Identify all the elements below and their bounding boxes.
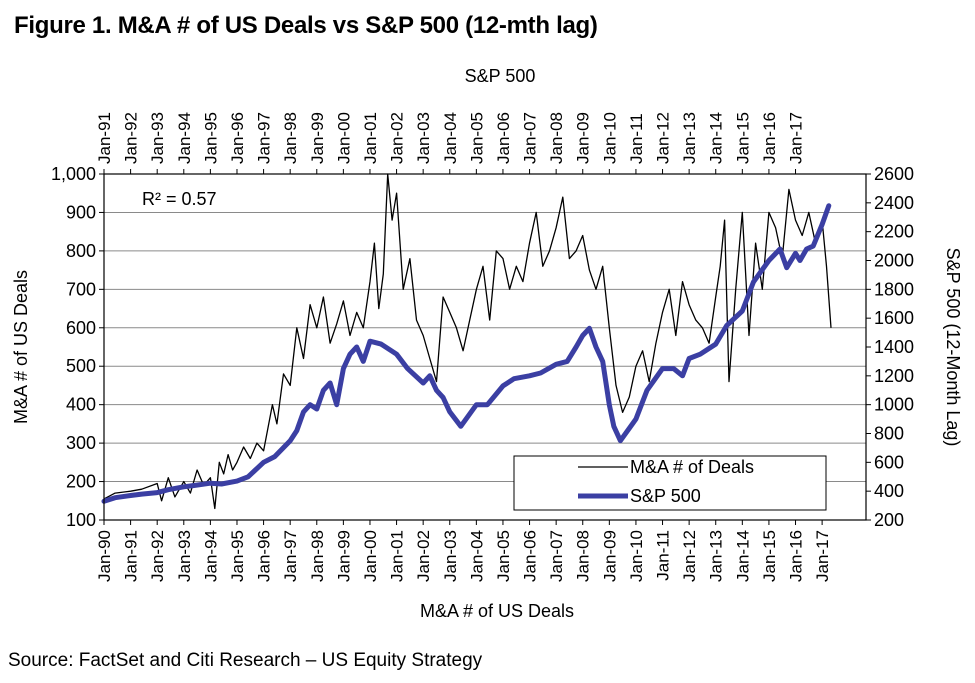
top-tick-label: Jan-15 [733, 112, 752, 164]
top-tick-label: Jan-97 [255, 112, 274, 164]
bottom-tick-label: Jan-90 [95, 530, 114, 582]
top-tick-label: Jan-16 [760, 112, 779, 164]
right-tick-label: 800 [874, 424, 904, 444]
top-tick-label: Jan-98 [281, 112, 300, 164]
right-tick-label: 1600 [874, 308, 914, 328]
right-axis-title: S&P 500 (12-Month Lag) [943, 248, 963, 447]
top-tick-label: Jan-13 [680, 112, 699, 164]
bottom-tick-label: Jan-15 [760, 530, 779, 582]
left-tick-label: 800 [66, 241, 96, 261]
bottom-tick-label: Jan-14 [733, 530, 752, 582]
bottom-tick-label: Jan-99 [334, 530, 353, 582]
top-tick-label: Jan-08 [547, 112, 566, 164]
left-tick-label: 300 [66, 433, 96, 453]
top-tick-label: Jan-05 [467, 112, 486, 164]
series-line-sp500 [101, 203, 832, 504]
legend: M&A # of Deals S&P 500 [513, 455, 827, 511]
right-tick-label: 2600 [874, 164, 914, 184]
top-tick-label: Jan-94 [175, 112, 194, 164]
bottom-tick-label: Jan-10 [627, 530, 646, 582]
top-tick-label: Jan-10 [600, 112, 619, 164]
right-tick-label: 2400 [874, 193, 914, 213]
bottom-tick-label: Jan-94 [201, 530, 220, 582]
right-tick-label: 1800 [874, 279, 914, 299]
right-tick-label: 400 [874, 481, 904, 501]
top-tick-label: Jan-03 [414, 112, 433, 164]
bottom-tick-label: Jan-12 [680, 530, 699, 582]
bottom-tick-label: Jan-93 [175, 530, 194, 582]
right-tick-label: 2000 [874, 251, 914, 271]
left-tick-label: 400 [66, 395, 96, 415]
bottom-tick-label: Jan-97 [281, 530, 300, 582]
left-tick-label: 700 [66, 279, 96, 299]
top-tick-label: Jan-14 [707, 112, 726, 164]
bottom-tick-label: Jan-00 [361, 530, 380, 582]
bottom-tick-label: Jan-08 [574, 530, 593, 582]
top-tick-label: Jan-91 [95, 112, 114, 164]
top-tick-label: Jan-02 [388, 112, 407, 164]
left-tick-label: 900 [66, 202, 96, 222]
top-tick-label: Jan-00 [334, 112, 353, 164]
top-tick-label: Jan-95 [201, 112, 220, 164]
top-tick-label: Jan-09 [574, 112, 593, 164]
left-tick-label: 100 [66, 510, 96, 530]
bottom-tick-label: Jan-09 [600, 530, 619, 582]
left-tick-label: 600 [66, 318, 96, 338]
bottom-tick-label: Jan-11 [654, 530, 673, 581]
bottom-tick-label: Jan-96 [255, 530, 274, 582]
top-tick-label: Jan-96 [228, 112, 247, 164]
right-tick-label: 1400 [874, 337, 914, 357]
chart: 100 200 300 400 500 600 700 800 900 1,000 200 400 6… [11, 66, 963, 621]
bottom-tick-label: Jan-04 [467, 530, 486, 582]
right-tick-label: 1000 [874, 395, 914, 415]
series-line-deals [103, 173, 832, 510]
bottom-axis: Jan-90 Jan-91 Jan-92 Jan-93 Jan-94 Jan-95 Jan-… [95, 520, 832, 582]
bottom-tick-label: Jan-03 [441, 530, 460, 582]
bottom-tick-label: Jan-92 [148, 530, 167, 582]
top-axis-title: S&P 500 [465, 66, 536, 86]
bottom-tick-label: Jan-06 [521, 530, 540, 582]
top-tick-label: Jan-12 [654, 112, 673, 164]
top-tick-label: Jan-17 [787, 112, 806, 164]
right-tick-label: 200 [874, 510, 904, 530]
top-tick-label: Jan-07 [521, 112, 540, 164]
legend-label-sp500: S&P 500 [630, 486, 701, 506]
gridlines [104, 211, 866, 483]
right-tick-label: 2200 [874, 222, 914, 242]
bottom-tick-label: Jan-17 [813, 530, 832, 582]
top-tick-label: Jan-93 [148, 112, 167, 164]
series-layer [101, 173, 832, 510]
top-tick-label: Jan-92 [122, 112, 141, 164]
right-tick-label: 1200 [874, 366, 914, 386]
bottom-tick-label: Jan-91 [122, 530, 141, 582]
bottom-tick-label: Jan-13 [707, 530, 726, 582]
right-tick-label: 600 [874, 452, 904, 472]
left-tick-label: 500 [66, 356, 96, 376]
legend-label-deals: M&A # of Deals [630, 457, 754, 477]
left-tick-label: 200 [66, 472, 96, 492]
bottom-tick-label: Jan-07 [547, 530, 566, 582]
legend-box [513, 455, 827, 511]
bottom-axis-title: M&A # of US Deals [420, 601, 574, 621]
bottom-tick-label: Jan-02 [414, 530, 433, 582]
bottom-tick-label: Jan-95 [228, 530, 247, 582]
top-tick-label: Jan-01 [361, 112, 380, 164]
bottom-tick-label: Jan-01 [388, 530, 407, 582]
figure-title: Figure 1. M&A # of US Deals vs S&P 500 (… [14, 12, 598, 39]
left-axis: 100 200 300 400 500 600 700 800 900 1,000 [51, 164, 104, 530]
source-note: Source: FactSet and Citi Research – US E… [8, 650, 483, 671]
right-axis: 200 400 600 800 1000 1200 1400 1600 1800 2000 2200… [866, 164, 914, 530]
r-squared-annotation: R² = 0.57 [142, 189, 217, 209]
bottom-tick-label: Jan-98 [308, 530, 327, 582]
left-axis-title: M&A # of US Deals [11, 270, 31, 424]
top-tick-label: Jan-99 [308, 112, 327, 164]
top-tick-label: Jan-11 [627, 113, 646, 164]
bottom-tick-label: Jan-05 [494, 530, 513, 582]
top-tick-label: Jan-04 [441, 112, 460, 164]
bottom-tick-label: Jan-16 [787, 530, 806, 582]
top-tick-label: Jan-06 [494, 112, 513, 164]
top-axis: Jan-91 Jan-92 Jan-93 Jan-94 Jan-95 Jan-96 Jan-… [95, 112, 806, 174]
left-tick-label: 1,000 [51, 164, 96, 184]
